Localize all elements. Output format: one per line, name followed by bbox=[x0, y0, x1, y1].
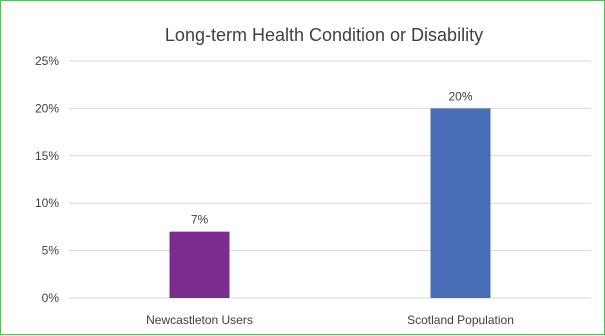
x-axis-ticks: Newcastleton Users Scotland Population bbox=[146, 313, 514, 327]
chart-title: Long-term Health Condition or Disability bbox=[165, 25, 483, 45]
data-labels: 7% 20% bbox=[191, 89, 473, 226]
bar bbox=[169, 231, 230, 298]
bars bbox=[169, 108, 491, 299]
data-label: 20% bbox=[448, 89, 472, 103]
x-tick-label: Newcastleton Users bbox=[146, 313, 253, 327]
y-tick-label: 25% bbox=[35, 54, 59, 68]
y-tick-label: 20% bbox=[35, 101, 59, 115]
y-tick-label: 0% bbox=[42, 291, 60, 305]
gridlines bbox=[69, 60, 591, 299]
data-label: 7% bbox=[191, 213, 209, 227]
y-axis-ticks: 0% 5% 10% 15% 20% 25% bbox=[35, 54, 59, 305]
x-tick-label: Scotland Population bbox=[407, 313, 514, 327]
y-tick-label: 10% bbox=[35, 196, 59, 210]
y-tick-label: 15% bbox=[35, 149, 59, 163]
bar bbox=[430, 108, 491, 299]
y-tick-label: 5% bbox=[42, 244, 60, 258]
